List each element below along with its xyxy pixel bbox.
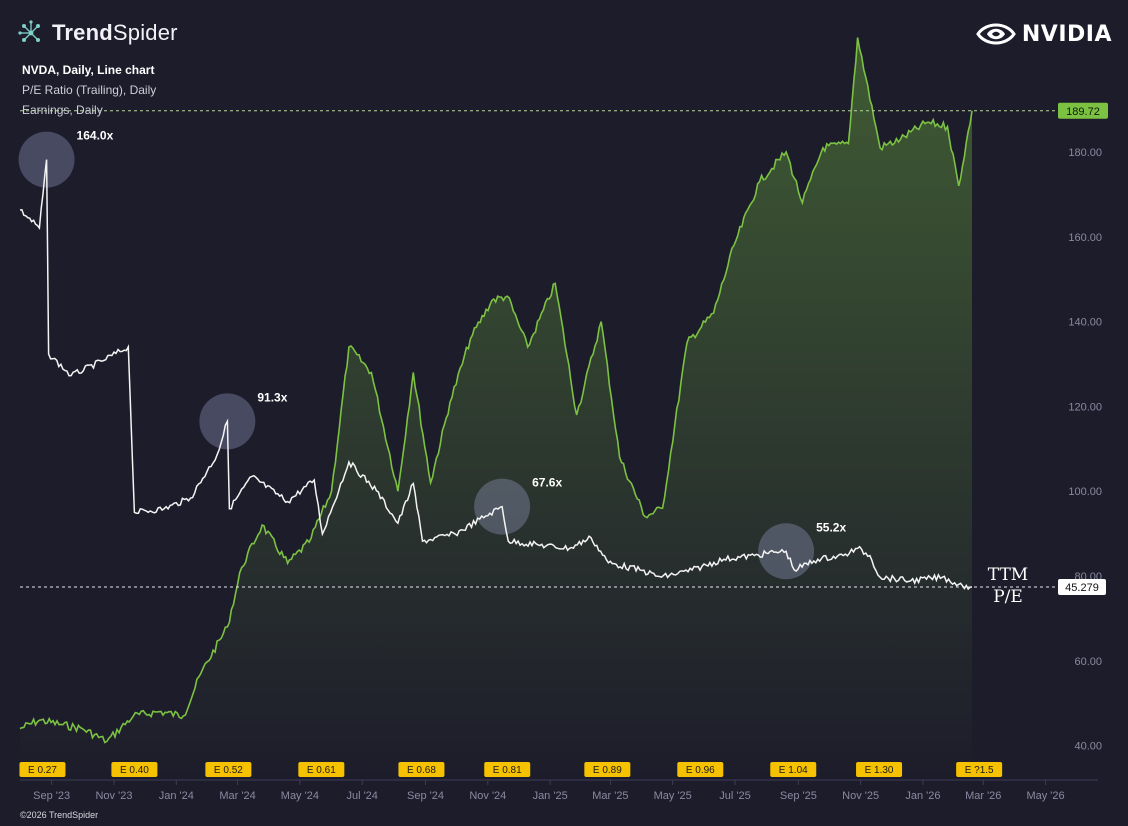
x-tick-label: May '25	[654, 790, 692, 802]
earnings-badge[interactable]	[484, 762, 531, 777]
spider-network-icon	[18, 20, 40, 42]
y-tick-label: 120.00	[1068, 401, 1102, 413]
y-tick-label: 140.00	[1068, 317, 1102, 329]
x-tick-label: Jan '25	[533, 790, 568, 802]
earnings-badge-label: E 0.96	[686, 765, 715, 776]
pe-line	[19, 159, 973, 591]
earnings-badge[interactable]	[770, 762, 817, 777]
current-pe-text: 45.279	[1065, 582, 1099, 594]
x-tick-label: Mar '24	[219, 790, 255, 802]
earnings-badge-label: E 0.40	[120, 765, 149, 776]
trendspider-logo: TrendSpider	[18, 20, 178, 46]
earnings-badge-label: E 1.04	[779, 765, 808, 776]
earnings-badge-label: E 0.27	[28, 765, 57, 776]
company-name: NVIDIA	[1021, 21, 1112, 47]
current-price-tag	[1058, 102, 1108, 119]
earnings-badge[interactable]	[398, 762, 445, 777]
earnings-badge[interactable]	[298, 762, 345, 777]
ttm-label-line2: P/E	[993, 587, 1023, 607]
legend-pe-indicator[interactable]: P/E Ratio (Trailing), Daily	[22, 83, 157, 97]
earnings-badge[interactable]	[856, 762, 903, 777]
current-price-text: 189.72	[1066, 106, 1100, 118]
earnings-badge[interactable]	[956, 762, 1003, 777]
chart-legend: NVDA, Daily, Line chart P/E Ratio (Trail…	[22, 60, 156, 120]
copyright: ©2026 TrendSpider	[20, 810, 99, 820]
y-tick-label: 60.00	[1074, 656, 1102, 668]
earnings-badge[interactable]	[19, 762, 66, 777]
pe-peak-label: 67.6x	[532, 476, 562, 490]
x-tick-label: May '24	[281, 790, 319, 802]
earnings-badge[interactable]	[205, 762, 252, 777]
x-tick-label: Nov '23	[95, 790, 132, 802]
x-tick-label: Mar '25	[592, 790, 628, 802]
y-tick-label: 180.00	[1068, 147, 1102, 159]
x-tick-label: Sep '24	[407, 790, 444, 802]
price-area	[20, 37, 972, 780]
x-tick-label: Jul '24	[346, 790, 377, 802]
pe-peak-label: 164.0x	[77, 129, 114, 143]
legend-symbol[interactable]: NVDA, Daily, Line chart	[22, 63, 155, 77]
x-tick-label: Mar '26	[965, 790, 1001, 802]
earnings-badge-label: E 0.81	[493, 765, 522, 776]
earnings-badge-label: E 0.61	[307, 765, 336, 776]
earnings-badge[interactable]	[111, 762, 158, 777]
brand-name: TrendSpider	[52, 20, 178, 45]
x-tick-label: Sep '25	[780, 790, 817, 802]
nvidia-logo: NVIDIA	[976, 20, 1112, 48]
earnings-badge[interactable]	[584, 762, 631, 777]
earnings-badge-label: E 0.89	[593, 765, 622, 776]
earnings-badge-label: E 1.30	[865, 765, 894, 776]
y-tick-label: 40.00	[1074, 741, 1102, 753]
earnings-badge-label: E 0.68	[407, 765, 436, 776]
earnings-badge-label: E ?1.5	[965, 765, 994, 776]
ttm-label-line1: TTM	[987, 565, 1029, 585]
pe-peak-label: 91.3x	[257, 390, 287, 404]
price-line	[19, 37, 973, 744]
pe-peak-label: 55.2x	[816, 520, 846, 534]
x-tick-label: May '26	[1026, 790, 1064, 802]
y-tick-label: 160.00	[1068, 232, 1102, 244]
x-tick-label: Jan '24	[159, 790, 194, 802]
legend-earnings-indicator[interactable]: Earnings, Daily	[22, 103, 103, 117]
earnings-badge-label: E 0.52	[214, 765, 243, 776]
ttm-pe-label: TTM P/E	[986, 564, 1030, 608]
x-tick-label: Jan '26	[905, 790, 940, 802]
nvidia-eye-icon	[976, 23, 1016, 45]
y-tick-label: 100.00	[1068, 486, 1102, 498]
earnings-badge[interactable]	[677, 762, 724, 777]
x-tick-label: Jul '25	[719, 790, 750, 802]
current-pe-tag	[1058, 579, 1106, 595]
x-tick-label: Nov '25	[842, 790, 879, 802]
x-tick-label: Nov '24	[469, 790, 506, 802]
x-tick-label: Sep '23	[33, 790, 70, 802]
